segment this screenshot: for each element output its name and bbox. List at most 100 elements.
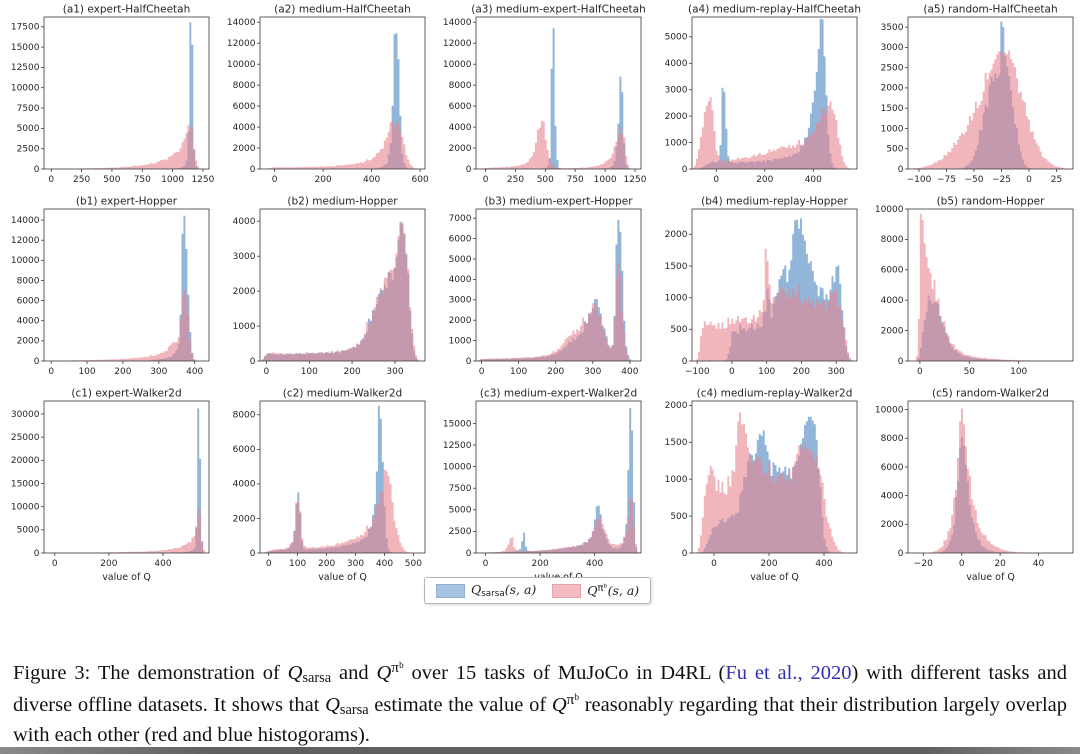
- svg-text:5000: 5000: [17, 526, 40, 536]
- svg-text:(b2) medium-Hopper: (b2) medium-Hopper: [287, 196, 398, 208]
- svg-text:200: 200: [114, 367, 131, 377]
- svg-text:40: 40: [1033, 559, 1045, 569]
- svg-text:1000: 1000: [233, 322, 256, 332]
- svg-text:0: 0: [898, 549, 904, 559]
- svg-text:10000: 10000: [875, 205, 904, 215]
- svg-text:2500: 2500: [449, 527, 472, 537]
- svg-text:0: 0: [466, 165, 472, 175]
- svg-text:7500: 7500: [17, 104, 40, 114]
- svg-text:750: 750: [134, 175, 151, 185]
- svg-text:−100: −100: [685, 367, 710, 377]
- svg-text:(a4) medium-replay-HalfCheetah: (a4) medium-replay-HalfCheetah: [688, 4, 861, 16]
- svg-text:3000: 3000: [665, 86, 688, 96]
- svg-text:4000: 4000: [233, 480, 256, 490]
- svg-text:20000: 20000: [11, 456, 40, 466]
- caption-text: reasonably regarding that their distribu…: [13, 693, 1067, 746]
- svg-text:6000: 6000: [881, 266, 904, 276]
- svg-text:0: 0: [250, 357, 256, 367]
- svg-text:500: 500: [670, 512, 687, 522]
- svg-text:0: 0: [483, 175, 489, 185]
- horizontal-scrollbar[interactable]: [0, 747, 1080, 754]
- caption-text: Q: [287, 661, 303, 684]
- svg-text:2000: 2000: [665, 112, 688, 122]
- svg-text:0: 0: [264, 367, 270, 377]
- svg-text:(c5) random-Walker2d: (c5) random-Walker2d: [932, 388, 1049, 400]
- svg-text:1000: 1000: [665, 294, 688, 304]
- caption-text: Q: [376, 661, 392, 684]
- svg-text:250: 250: [507, 175, 524, 185]
- caption-text: Q: [551, 693, 567, 716]
- svg-text:6000: 6000: [449, 234, 472, 244]
- svg-text:0: 0: [466, 549, 472, 559]
- svg-text:0: 0: [682, 165, 688, 175]
- svg-text:0: 0: [34, 549, 40, 559]
- svg-text:0: 0: [479, 367, 485, 377]
- svg-text:7000: 7000: [449, 214, 472, 224]
- legend-label-qpib: Qπᵇ(s, a): [587, 583, 640, 599]
- svg-text:5000: 5000: [17, 124, 40, 134]
- svg-text:500: 500: [405, 559, 422, 569]
- svg-text:−50: −50: [965, 175, 984, 185]
- citation-link[interactable]: Fu et al., 2020: [725, 661, 852, 684]
- legend-item-qpib: Qπᵇ(s, a): [552, 583, 639, 598]
- svg-text:400: 400: [376, 559, 393, 569]
- svg-text:0: 0: [711, 559, 717, 569]
- svg-text:3000: 3000: [233, 252, 256, 262]
- svg-text:4000: 4000: [449, 123, 472, 133]
- svg-text:300: 300: [828, 367, 845, 377]
- legend-swatch-blue: [436, 583, 465, 598]
- svg-text:0: 0: [713, 175, 719, 185]
- svg-text:(b5) random-Hopper: (b5) random-Hopper: [937, 196, 1045, 208]
- svg-text:10000: 10000: [11, 84, 40, 94]
- svg-text:10000: 10000: [875, 405, 904, 415]
- svg-text:200: 200: [100, 559, 117, 569]
- svg-text:1500: 1500: [881, 104, 904, 114]
- svg-text:5000: 5000: [449, 255, 472, 265]
- svg-text:300: 300: [150, 367, 167, 377]
- svg-text:100: 100: [1010, 367, 1027, 377]
- svg-text:0: 0: [898, 357, 904, 367]
- svg-text:12500: 12500: [11, 63, 40, 73]
- subplot-a1: 0 2500 5000 7500 10000 12500 15000 17500 0 250 500…: [0, 4, 216, 196]
- svg-text:0: 0: [682, 549, 688, 559]
- svg-text:25: 25: [1051, 175, 1062, 185]
- svg-text:3500: 3500: [881, 23, 904, 33]
- svg-text:200: 200: [793, 367, 810, 377]
- svg-text:(a1) expert-HalfCheetah: (a1) expert-HalfCheetah: [63, 4, 191, 16]
- caption-text: and: [331, 661, 377, 684]
- svg-text:500: 500: [103, 175, 120, 185]
- svg-text:750: 750: [567, 175, 584, 185]
- svg-text:−25: −25: [992, 175, 1011, 185]
- figure-caption: Figure 3: The demonstration of Qsarsa an…: [13, 657, 1067, 750]
- svg-text:8000: 8000: [881, 235, 904, 245]
- svg-text:0: 0: [250, 549, 256, 559]
- svg-text:10000: 10000: [443, 60, 472, 70]
- svg-text:0: 0: [52, 559, 58, 569]
- svg-text:3000: 3000: [449, 296, 472, 306]
- svg-text:1000: 1000: [594, 175, 617, 185]
- svg-text:400: 400: [815, 559, 832, 569]
- caption-text: Figure 3: The demonstration of: [13, 661, 288, 684]
- svg-text:6000: 6000: [233, 102, 256, 112]
- svg-text:1000: 1000: [665, 475, 688, 485]
- subplot-b1: 0 2000 4000 6000 8000 10000 12000 14000 0 100 200 3…: [0, 196, 216, 388]
- svg-text:300: 300: [584, 367, 601, 377]
- svg-text:6000: 6000: [449, 102, 472, 112]
- subplot-c1: 0 5000 10000 15000 20000 25000 30000 0 200 400 (c1…: [0, 388, 216, 598]
- svg-text:300: 300: [386, 367, 403, 377]
- subplot-a4: 0 1000 2000 3000 4000 5000 0 200 400 (a4) medium-…: [648, 4, 864, 196]
- svg-text:100: 100: [78, 367, 95, 377]
- svg-text:12000: 12000: [227, 39, 256, 49]
- svg-text:400: 400: [586, 559, 603, 569]
- svg-text:200: 200: [315, 175, 332, 185]
- svg-text:2000: 2000: [17, 337, 40, 347]
- subplot-c2: 0 2000 4000 6000 8000 0 100 200 300 400 500 (c2) me…: [216, 388, 432, 598]
- svg-text:30000: 30000: [11, 410, 40, 420]
- caption-text: sarsa: [302, 669, 332, 686]
- svg-text:(c2) medium-Walker2d: (c2) medium-Walker2d: [283, 388, 402, 400]
- svg-text:17500: 17500: [11, 23, 40, 33]
- chart-c4: 0 500 1000 1500 2000 0 200 400 (c4) medium-repla…: [665, 388, 858, 583]
- svg-text:10000: 10000: [11, 256, 40, 266]
